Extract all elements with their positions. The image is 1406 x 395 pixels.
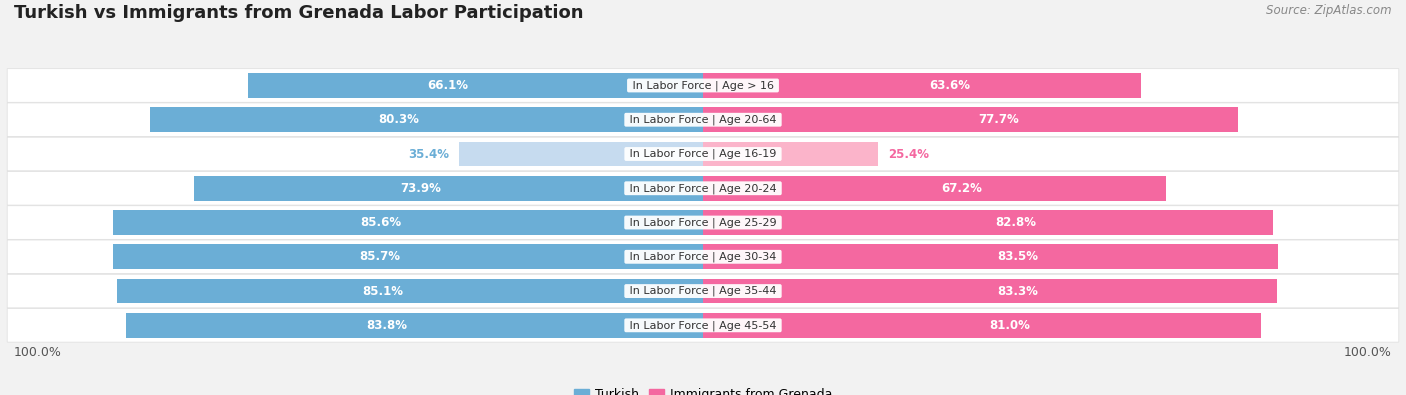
FancyBboxPatch shape bbox=[7, 206, 1399, 239]
Text: 100.0%: 100.0% bbox=[1344, 346, 1392, 359]
FancyBboxPatch shape bbox=[7, 274, 1399, 308]
Legend: Turkish, Immigrants from Grenada: Turkish, Immigrants from Grenada bbox=[571, 386, 835, 395]
Text: In Labor Force | Age 45-54: In Labor Force | Age 45-54 bbox=[626, 320, 780, 331]
Text: 25.4%: 25.4% bbox=[889, 147, 929, 160]
Text: Turkish vs Immigrants from Grenada Labor Participation: Turkish vs Immigrants from Grenada Labor… bbox=[14, 4, 583, 22]
Bar bbox=[703, 279, 1277, 303]
Bar bbox=[114, 210, 703, 235]
FancyBboxPatch shape bbox=[7, 137, 1399, 171]
FancyBboxPatch shape bbox=[7, 308, 1399, 342]
Bar bbox=[703, 142, 877, 166]
Text: 63.6%: 63.6% bbox=[929, 79, 970, 92]
Bar bbox=[150, 107, 703, 132]
Text: 82.8%: 82.8% bbox=[995, 216, 1036, 229]
Text: 80.3%: 80.3% bbox=[378, 113, 419, 126]
Text: In Labor Force | Age 25-29: In Labor Force | Age 25-29 bbox=[626, 217, 780, 228]
Text: 67.2%: 67.2% bbox=[942, 182, 983, 195]
Text: 100.0%: 100.0% bbox=[14, 346, 62, 359]
Text: Source: ZipAtlas.com: Source: ZipAtlas.com bbox=[1267, 4, 1392, 17]
Bar bbox=[247, 73, 703, 98]
Text: In Labor Force | Age 30-34: In Labor Force | Age 30-34 bbox=[626, 252, 780, 262]
Bar bbox=[703, 107, 1239, 132]
Bar bbox=[703, 245, 1278, 269]
Text: 85.1%: 85.1% bbox=[361, 284, 402, 297]
FancyBboxPatch shape bbox=[7, 103, 1399, 137]
Text: 73.9%: 73.9% bbox=[401, 182, 441, 195]
Text: 83.3%: 83.3% bbox=[997, 284, 1038, 297]
Text: 35.4%: 35.4% bbox=[408, 147, 449, 160]
Text: In Labor Force | Age 16-19: In Labor Force | Age 16-19 bbox=[626, 149, 780, 159]
Text: 77.7%: 77.7% bbox=[977, 113, 1018, 126]
Bar bbox=[460, 142, 703, 166]
Text: 85.7%: 85.7% bbox=[360, 250, 401, 263]
Text: In Labor Force | Age > 16: In Labor Force | Age > 16 bbox=[628, 80, 778, 91]
Bar bbox=[703, 210, 1274, 235]
Text: 85.6%: 85.6% bbox=[360, 216, 401, 229]
Text: 83.8%: 83.8% bbox=[367, 319, 408, 332]
Bar bbox=[194, 176, 703, 201]
Bar bbox=[703, 176, 1166, 201]
FancyBboxPatch shape bbox=[7, 69, 1399, 102]
FancyBboxPatch shape bbox=[7, 171, 1399, 205]
Bar bbox=[125, 313, 703, 338]
Text: In Labor Force | Age 20-24: In Labor Force | Age 20-24 bbox=[626, 183, 780, 194]
Bar bbox=[117, 279, 703, 303]
Text: 83.5%: 83.5% bbox=[998, 250, 1039, 263]
Bar bbox=[112, 245, 703, 269]
Text: 81.0%: 81.0% bbox=[990, 319, 1031, 332]
Bar bbox=[703, 313, 1261, 338]
Bar bbox=[703, 73, 1142, 98]
Text: In Labor Force | Age 20-64: In Labor Force | Age 20-64 bbox=[626, 115, 780, 125]
FancyBboxPatch shape bbox=[7, 240, 1399, 274]
Text: 66.1%: 66.1% bbox=[427, 79, 468, 92]
Text: In Labor Force | Age 35-44: In Labor Force | Age 35-44 bbox=[626, 286, 780, 296]
